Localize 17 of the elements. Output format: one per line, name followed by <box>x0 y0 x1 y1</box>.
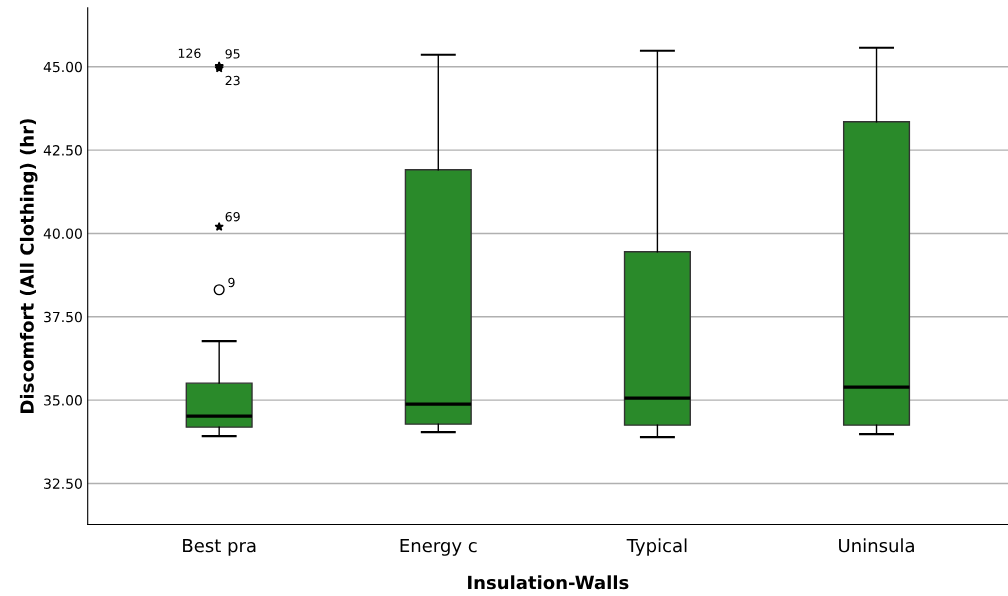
annotation: 69 <box>225 211 240 222</box>
y-axis-title: Discomfort (All Clothing) (hr) <box>19 119 38 413</box>
x-tick-label: Best pra <box>183 538 256 556</box>
x-tick-label: Energy c <box>400 538 477 556</box>
annotation: 126 <box>178 48 201 58</box>
annotation: 9 <box>228 277 235 288</box>
y-tick-label: 32.50 <box>44 478 82 489</box>
annotation: 95 <box>225 49 240 59</box>
x-tick-label: Typical <box>626 538 687 556</box>
y-tick-label: 45.00 <box>43 61 82 73</box>
y-tick-label: 40.00 <box>43 228 82 239</box>
y-tick-label: 35.00 <box>44 395 82 406</box>
y-tick-label: 37.50 <box>44 311 82 323</box>
x-tick-label: Uninsula <box>839 538 914 553</box>
annotation: 23 <box>225 75 240 86</box>
y-tick-label: 42.50 <box>43 145 82 156</box>
x-axis-title: Insulation-Walls <box>468 575 629 590</box>
